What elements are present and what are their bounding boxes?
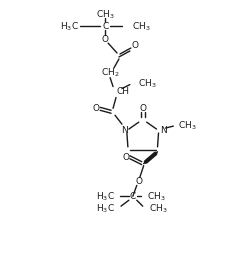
Text: CH$_3$: CH$_3$ (138, 77, 156, 90)
Text: C: C (130, 192, 136, 201)
Text: CH$_3$: CH$_3$ (132, 20, 151, 33)
Text: CH$_3$: CH$_3$ (149, 203, 167, 215)
Text: O: O (102, 35, 109, 44)
Text: CH$_3$: CH$_3$ (178, 120, 197, 132)
Text: N: N (122, 125, 128, 135)
Text: CH: CH (116, 87, 129, 96)
Text: C: C (102, 22, 108, 31)
Text: O: O (135, 177, 142, 186)
Text: O: O (131, 41, 138, 50)
Text: H$_3$C: H$_3$C (59, 20, 79, 33)
Text: N: N (160, 125, 167, 135)
Text: CH$_2$: CH$_2$ (101, 66, 119, 79)
Text: CH$_3$: CH$_3$ (147, 190, 165, 202)
Text: O: O (139, 104, 146, 113)
Text: CH$_3$: CH$_3$ (96, 8, 114, 21)
Text: H$_3$C: H$_3$C (96, 190, 115, 202)
Text: H$_3$C: H$_3$C (96, 203, 115, 215)
Text: O: O (122, 153, 129, 162)
Text: O: O (93, 104, 100, 113)
